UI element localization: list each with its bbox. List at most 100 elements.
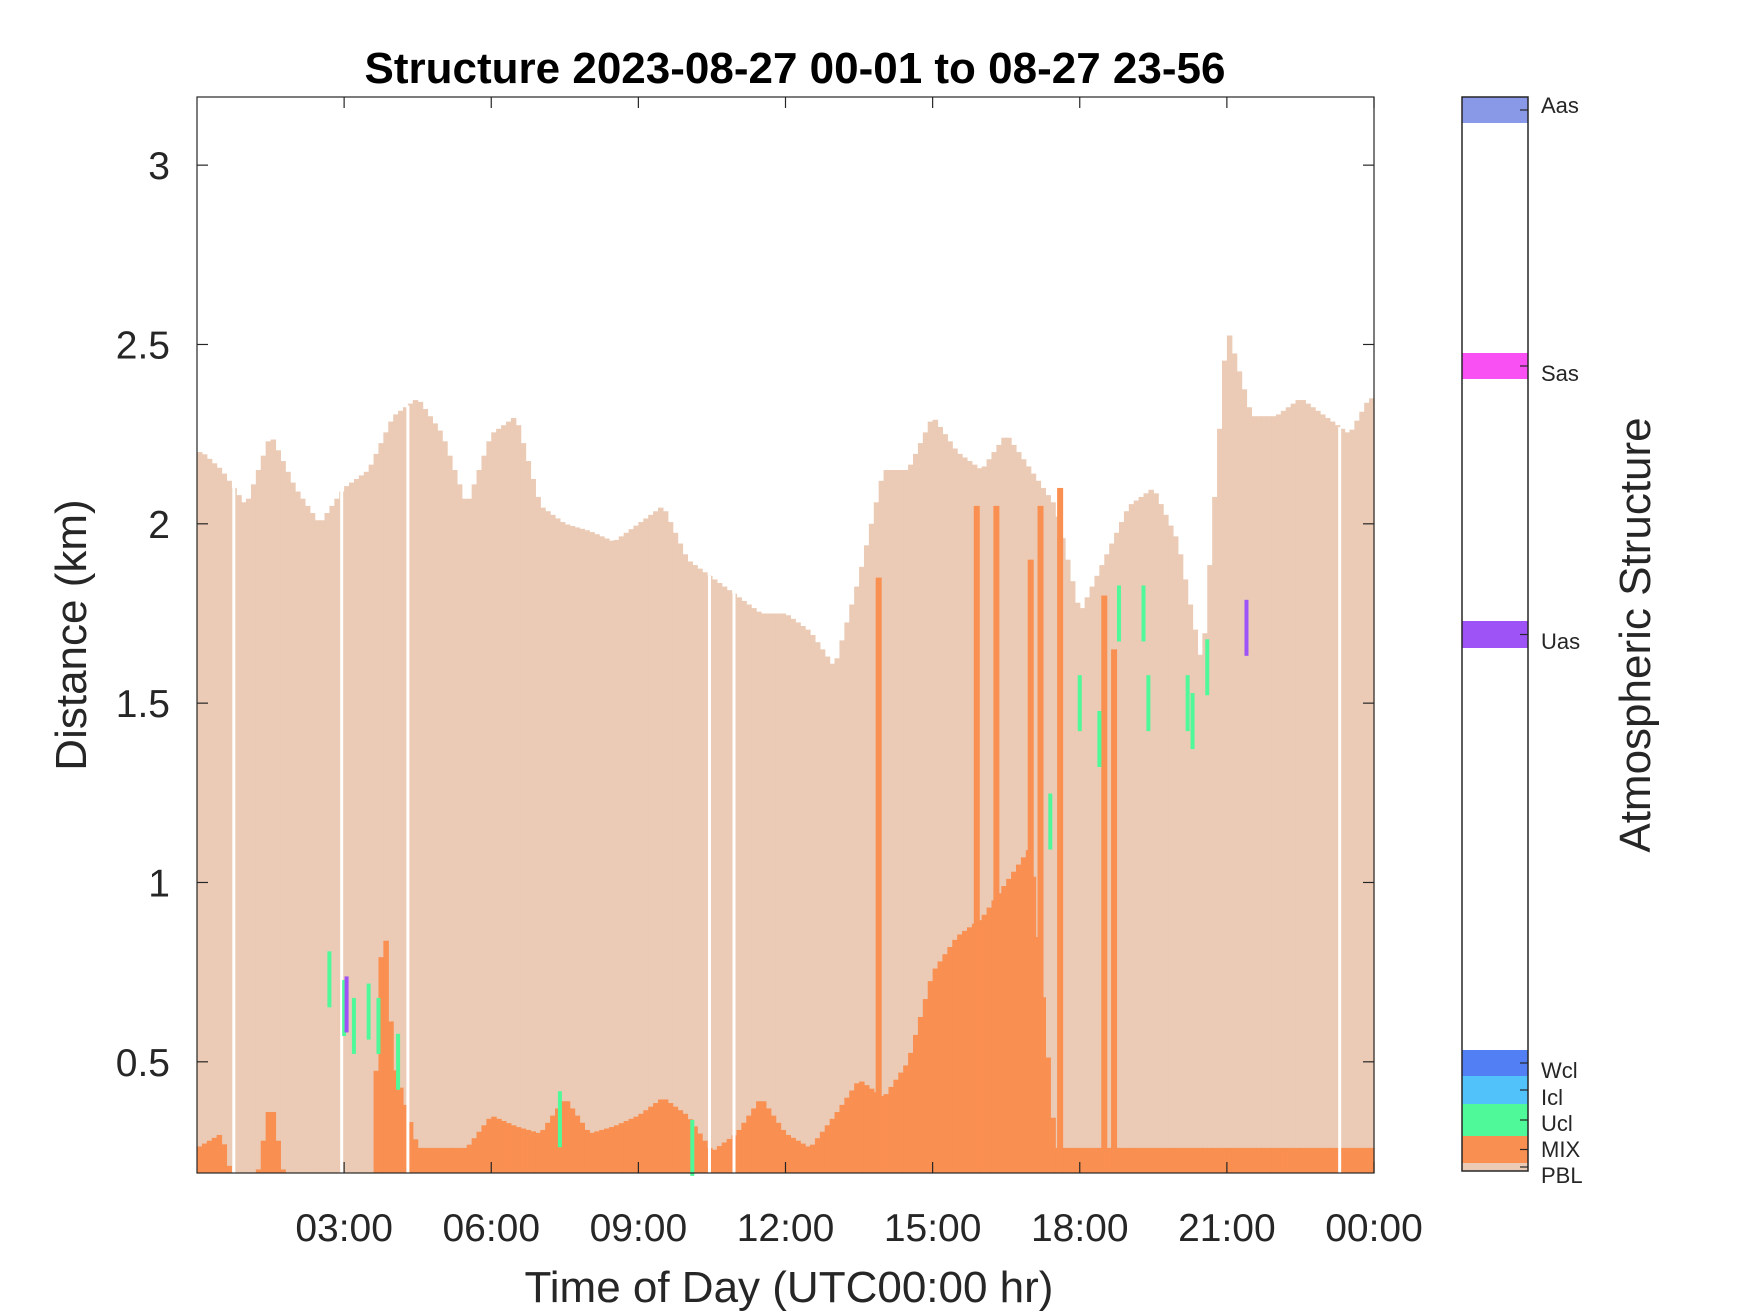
x-tick-label: 18:00 [1031,1207,1129,1250]
data-gap [406,405,410,1173]
pbl-bar [986,459,993,1173]
pbl-bar [917,443,924,1173]
pbl-bar [1016,452,1022,1174]
mix-bar [476,1131,483,1173]
pbl-bar [216,467,223,1173]
mix-bar [653,1103,659,1173]
x-axis-ticks: 03:00 06:00 09:00 12:00 15:00 18:00 21:00 00:00 [295,97,1423,1250]
x-axis-label: Time of Day (UTC00:00 hr) [525,1263,1054,1312]
mix-bar [1158,1147,1164,1173]
y-tick-label: 2.5 [116,324,170,367]
pbl-bar [839,640,845,1173]
pbl-bar [888,470,894,1173]
mix-bar [1148,1147,1154,1173]
pbl-bar [1305,403,1311,1173]
pbl-bar [692,565,698,1173]
mix-bar [1217,1147,1223,1173]
mix-bar [452,1147,458,1173]
x-tick-label: 06:00 [442,1207,540,1250]
mix-spike [993,505,1000,1173]
mix-bar [280,1169,286,1173]
pbl-bar [810,635,816,1173]
mix-bar [456,1147,463,1173]
y-tick-label: 1 [148,862,170,905]
pbl-bar [1246,407,1252,1173]
pbl-bar [859,566,865,1173]
pbl-bar [814,642,821,1173]
pbl-bar [481,455,487,1173]
pbl-bar [412,400,419,1173]
mix-bar [427,1147,433,1173]
mix-bar [432,1147,438,1173]
mix-bar [682,1113,689,1173]
pbl-bar [726,590,733,1173]
pbl-bar [790,618,796,1173]
mix-bar [1133,1147,1140,1173]
mix-bar [1339,1147,1346,1173]
colorbar-tick-label: MIX [1541,1137,1580,1162]
mix-spike [1027,559,1034,1173]
mix-bar [1300,1147,1306,1173]
mix-bar [908,1052,914,1173]
mix-bar [952,939,958,1173]
pbl-bar [1202,633,1208,1173]
ucl-mark [342,980,347,1037]
pbl-bar [456,484,463,1173]
pbl-bar [868,523,875,1173]
pbl-bar [770,613,777,1173]
mix-bar [545,1122,551,1173]
mix-bar [868,1088,875,1173]
pbl-bar [1065,559,1071,1173]
pbl-bar [398,410,404,1174]
pbl-bar [922,432,929,1174]
mix-bar [893,1079,899,1173]
mix-bar [859,1081,865,1173]
pbl-bar [250,484,257,1173]
mix-bar [505,1123,512,1173]
mix-bar [260,1140,267,1173]
mix-bar [692,1126,698,1173]
colorbar-swatch [1462,1136,1528,1163]
pbl-bar [1084,597,1091,1173]
pbl-bar [1168,525,1174,1173]
mix-bar [1271,1147,1277,1173]
pbl-bar [1138,496,1145,1173]
y-axis-ticks: 0.5 1 1.5 2 2.5 3 [116,145,1374,1085]
pbl-bar [1241,389,1248,1173]
pbl-bar [1153,493,1159,1174]
mix-bar [648,1106,654,1173]
mix-bar [819,1131,826,1173]
mix-bar [805,1146,811,1173]
pbl-bar [407,403,414,1173]
mix-bar [402,1104,409,1173]
pbl-bar [962,457,968,1174]
pbl-bar [1079,608,1086,1173]
mix-bar [834,1112,841,1173]
pbl-bar [849,604,855,1173]
pbl-bar [241,502,247,1173]
pbl-bar [1011,444,1017,1173]
pbl-bar [1163,514,1169,1173]
mix-bar [1020,857,1027,1173]
mix-bar [574,1115,581,1173]
mix-spike [1057,487,1064,1173]
mix-bar [623,1120,630,1173]
pbl-bar [432,423,438,1173]
mix-bar [275,1140,281,1173]
mix-bar [1084,1147,1091,1173]
mix-bar [1295,1147,1302,1173]
pbl-bar [1182,579,1189,1173]
pbl-bar [344,486,350,1173]
mix-bar [721,1142,728,1173]
mix-bar [569,1108,576,1173]
pbl-bar [402,407,409,1173]
pbl-bar [211,463,218,1173]
mix-bar [1187,1147,1194,1173]
mix-bar [1212,1147,1218,1173]
mix-bar [785,1134,791,1173]
pbl-bar [535,496,541,1173]
pbl-bar [559,522,566,1173]
mix-bar [388,1021,394,1173]
